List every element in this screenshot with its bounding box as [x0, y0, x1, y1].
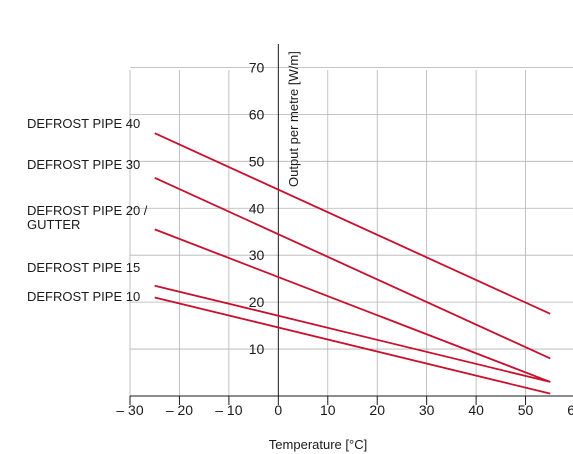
y-tick-labels: 10 20 30 40 50 60 70	[249, 59, 265, 357]
series-line	[154, 176, 551, 360]
axes	[129, 44, 573, 405]
x-axis-title: Temperature [°C]	[269, 437, 367, 452]
series-label: DEFROST PIPE 30	[27, 157, 140, 172]
y-tick-label: 10	[249, 341, 265, 357]
x-tick-label: 10	[320, 402, 336, 418]
y-axis-title: Output per metre [W/m]	[286, 51, 301, 187]
y-tick-label: 20	[249, 294, 265, 310]
y-tick-label: 40	[249, 200, 265, 216]
series-line	[154, 296, 551, 395]
x-tick-label: 60	[567, 402, 573, 418]
x-tick-label: 30	[419, 402, 435, 418]
grid	[129, 67, 573, 396]
series-label: DEFROST PIPE 15	[27, 260, 140, 275]
series-line	[154, 132, 551, 315]
y-tick-label: 30	[249, 247, 265, 263]
x-tick-label: 20	[369, 402, 385, 418]
x-tick-label: – 30	[116, 402, 143, 418]
series-lines	[154, 132, 551, 395]
series-label: DEFROST PIPE 10	[27, 289, 140, 304]
series-line	[154, 228, 551, 383]
x-tick-label: 50	[518, 402, 534, 418]
series-label: DEFROST PIPE 20 /GUTTER	[27, 203, 148, 232]
series-labels: DEFROST PIPE 40 DEFROST PIPE 30 DEFROST PI…	[27, 116, 148, 304]
x-tick-label: 40	[468, 402, 484, 418]
y-tick-label: 50	[249, 153, 265, 169]
y-tick-label: 60	[249, 106, 265, 122]
x-tick-label: 0	[274, 402, 282, 418]
x-tick-labels: – 30 – 20 – 10 0 10 20 30 40 50 60	[116, 402, 573, 418]
series-label: DEFROST PIPE 40	[27, 116, 140, 131]
x-tick-label: – 20	[166, 402, 193, 418]
y-tick-label: 70	[249, 59, 265, 75]
x-tick-label: – 10	[215, 402, 242, 418]
series-line	[154, 284, 551, 383]
